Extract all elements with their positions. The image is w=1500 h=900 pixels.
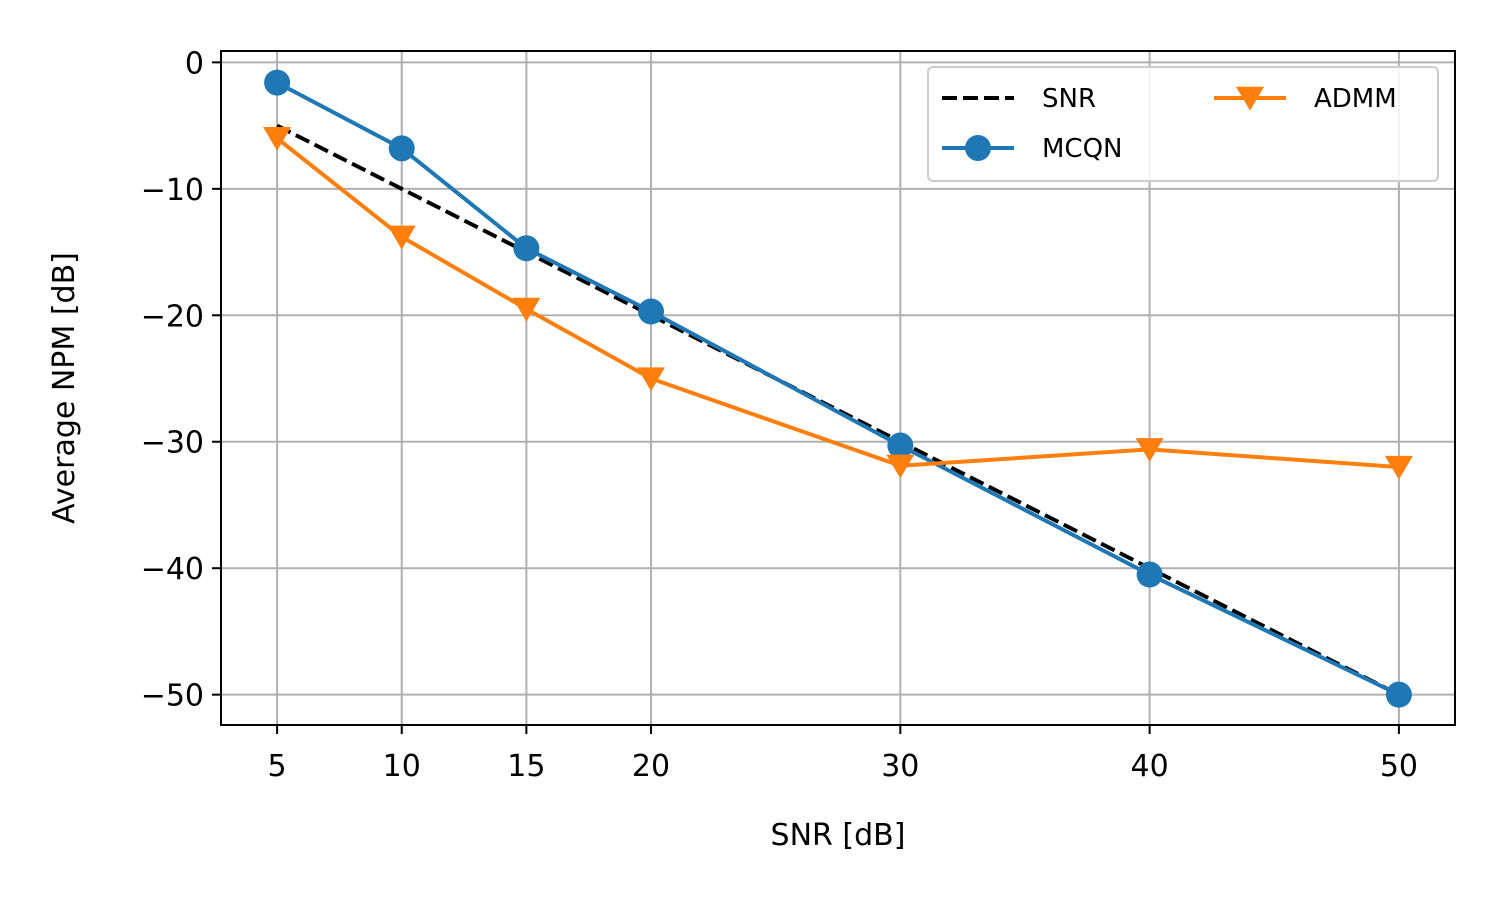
- legend-label: ADMM: [1314, 84, 1397, 114]
- series-line-admm: [275, 136, 1400, 470]
- legend-frame: [927, 66, 1439, 182]
- y-tick-label: −30: [141, 426, 204, 461]
- y-tick-label: 0: [185, 46, 204, 81]
- y-tick-label: −40: [141, 552, 204, 587]
- legend-item-mcqn: MCQN: [942, 134, 1123, 164]
- legend-item-snr: SNR: [942, 84, 1096, 114]
- series-admm: [263, 127, 1413, 480]
- legend-item-admm: ADMM: [1214, 84, 1397, 114]
- data-point-mcqn: [1136, 561, 1163, 588]
- data-point-admm: [263, 127, 292, 151]
- x-tick-label: 50: [1380, 749, 1418, 784]
- x-tick-label: 5: [268, 749, 287, 784]
- x-tick-label: 15: [507, 749, 545, 784]
- y-tick-label: −10: [141, 173, 204, 208]
- plot-series: [263, 69, 1413, 708]
- y-tick-label: −50: [141, 679, 204, 714]
- y-tick-label: −20: [141, 299, 204, 334]
- data-point-admm: [886, 454, 915, 479]
- data-point-mcqn: [513, 235, 540, 262]
- data-point-admm: [387, 225, 416, 250]
- legend: SNR MCQN ADMM: [927, 66, 1439, 182]
- x-tick-label: 30: [881, 749, 919, 784]
- x-axis-label: SNR [dB]: [771, 818, 906, 853]
- data-point-admm: [637, 367, 666, 392]
- data-point-admm: [1135, 438, 1164, 462]
- legend-label: SNR: [1042, 84, 1096, 114]
- y-axis-label: Average NPM [dB]: [47, 252, 82, 524]
- x-tick-label: 20: [632, 749, 670, 784]
- legend-marker: [965, 135, 991, 161]
- legend-marker: [1236, 86, 1264, 111]
- legend-label: MCQN: [1042, 134, 1123, 164]
- x-tick-label: 40: [1131, 749, 1169, 784]
- data-point-mcqn: [388, 135, 415, 162]
- data-point-mcqn: [1385, 681, 1412, 708]
- data-point-mcqn: [887, 432, 914, 459]
- data-point-mcqn: [264, 69, 291, 96]
- x-tick-label: 10: [383, 749, 421, 784]
- data-point-admm: [1384, 455, 1413, 480]
- series-mcqn: [264, 69, 1412, 708]
- data-point-admm: [512, 297, 541, 322]
- plot-frame: [220, 50, 1456, 726]
- axis-ticks: 5 10 15 20 30 40 50 0 −10 −20 −30 −40 −50: [141, 46, 1418, 784]
- data-point-mcqn: [638, 298, 665, 325]
